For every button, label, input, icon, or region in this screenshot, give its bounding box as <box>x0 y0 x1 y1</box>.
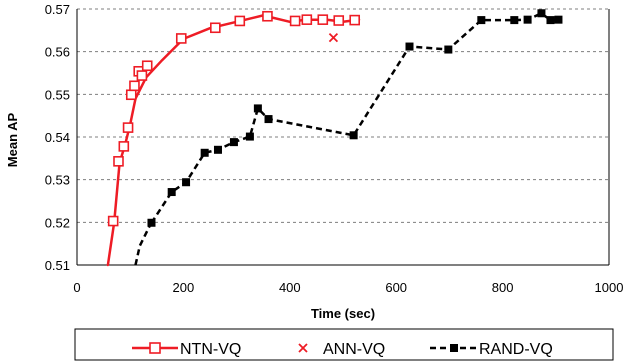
rand-vq-marker <box>167 188 176 197</box>
y-tick-label: 0.52 <box>45 215 70 230</box>
gridlines <box>77 8 609 223</box>
rand-vq-line <box>150 12 559 224</box>
rand-vq-marker <box>147 218 156 227</box>
rand-vq-marker <box>537 9 546 18</box>
ntn-vq-marker <box>125 89 137 101</box>
rand-vq-marker <box>229 138 238 147</box>
legend: NTN-VQ ANN-VQ RAND-VQ <box>74 328 614 361</box>
x-axis-title: Time (sec) <box>311 306 375 321</box>
y-tick-label: 0.57 <box>45 2 70 17</box>
ntn-vq-marker <box>113 156 124 167</box>
x-tick-label: 200 <box>173 280 195 295</box>
y-tick-label: 0.54 <box>45 130 70 145</box>
legend-rand-vq-marker <box>450 344 458 352</box>
ntn-vq-marker <box>210 22 221 34</box>
rand-vq-marker <box>213 145 222 154</box>
rand-vq-marker <box>264 115 273 124</box>
ntn-vq-marker <box>175 33 187 44</box>
rand-vq-marker <box>523 15 532 24</box>
x-tick-label: 0 <box>73 280 80 295</box>
rand-vq-marker <box>405 42 414 51</box>
x-tick-label: 400 <box>279 280 301 295</box>
rand-vq-tail <box>134 221 153 266</box>
legend-ann-vq-label: ANN-VQ <box>323 341 385 358</box>
rand-vq-marker <box>444 45 453 54</box>
rand-vq-marker <box>510 16 519 25</box>
rand-vq-marker <box>182 178 191 187</box>
legend-ntn-vq-label: NTN-VQ <box>180 341 241 358</box>
rand-vq-marker <box>554 15 563 24</box>
ntn-vq-marker <box>129 80 140 92</box>
legend-rand-vq-label: RAND-VQ <box>479 341 553 358</box>
rand-vq-marker <box>253 104 262 113</box>
y-tick-label: 0.55 <box>45 87 70 102</box>
plot-frame <box>76 9 610 266</box>
series-layer <box>106 9 563 267</box>
ntn-vq-marker <box>262 10 273 22</box>
ntn-vq-marker <box>349 14 361 26</box>
ntn-vq-marker <box>107 215 119 227</box>
ntn-vq-marker <box>122 122 134 133</box>
ann-vq-marker <box>328 32 339 43</box>
rand-vq-marker <box>245 132 254 141</box>
legend-ann-vq-marker <box>298 343 308 353</box>
rand-vq-marker <box>477 16 486 25</box>
ntn-vq-marker <box>141 60 153 72</box>
ntn-vq-marker <box>136 70 148 81</box>
ntn-vq-marker <box>317 14 329 25</box>
x-tick-label: 800 <box>492 280 514 295</box>
ntn-vq-marker <box>301 14 313 25</box>
legend-box <box>74 328 614 361</box>
y-tick-label: 0.53 <box>45 173 70 188</box>
x-tick-label: 600 <box>385 280 407 295</box>
rand-vq-marker <box>349 131 358 140</box>
ntn-vq-marker <box>234 15 246 27</box>
legend-ntn-vq-marker <box>149 342 161 354</box>
ntn-vq-marker <box>333 15 345 26</box>
ntn-vq-marker <box>289 15 301 27</box>
rand-vq-marker <box>200 148 209 157</box>
y-tick-label: 0.51 <box>45 258 70 273</box>
y-tick-label: 0.56 <box>45 45 70 60</box>
x-tick-labels: 0 200 400 600 800 1000 <box>73 280 623 295</box>
rand-vq-marker <box>546 16 555 25</box>
y-axis-title: Mean AP <box>5 112 20 167</box>
ntn-vq-marker <box>118 141 130 152</box>
x-tick-label: 1000 <box>595 280 624 295</box>
y-tick-labels: 0.51 0.52 0.53 0.54 0.55 0.56 0.57 <box>45 2 70 273</box>
